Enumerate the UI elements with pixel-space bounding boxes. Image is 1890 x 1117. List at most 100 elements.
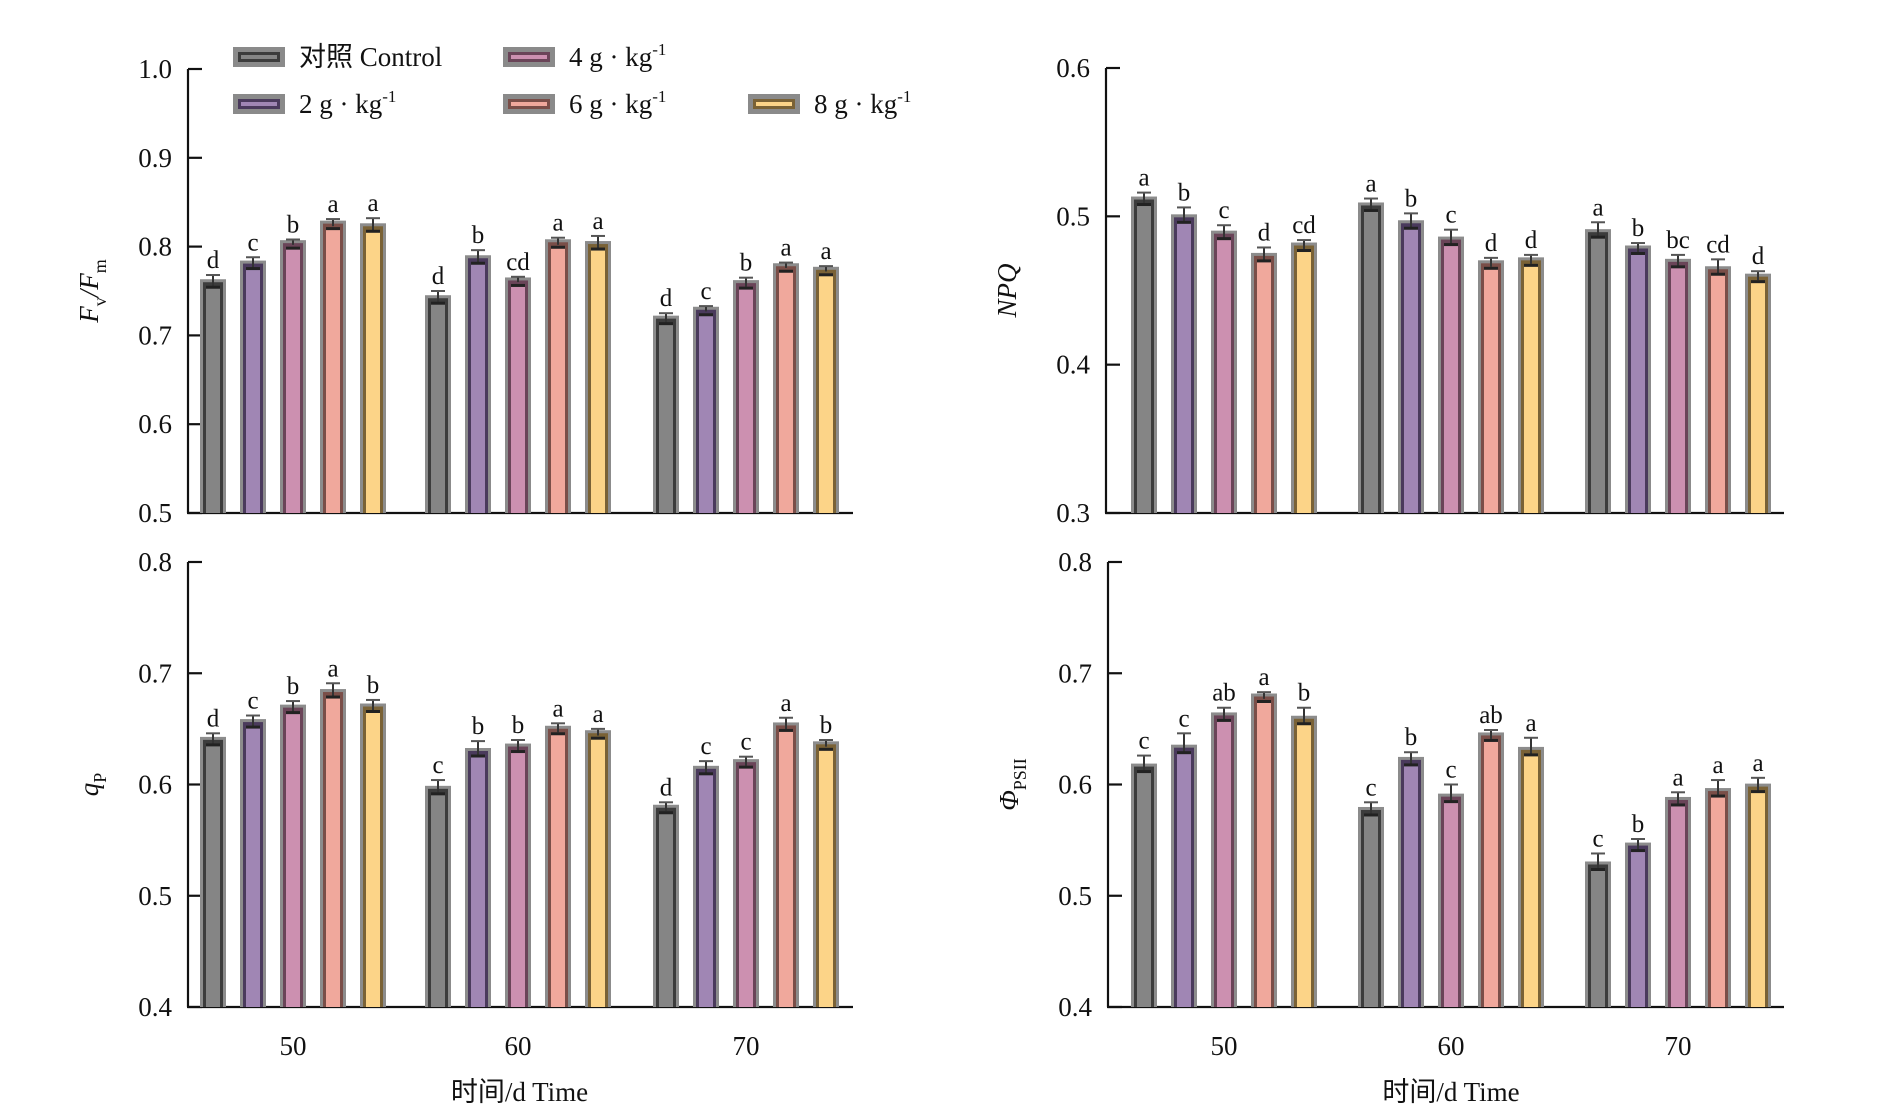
bar-fill (699, 772, 713, 1007)
bar: b (465, 713, 491, 1007)
bar: c (240, 229, 266, 513)
bar: a (320, 191, 346, 513)
bar: c (1585, 825, 1611, 1007)
y-tick-label: 0.5 (1058, 881, 1092, 911)
bar-fill (206, 286, 220, 513)
bar-fill (779, 270, 793, 513)
y-axis-title: Fv/Fm (74, 259, 110, 324)
x-tick-label: 60 (1438, 1031, 1465, 1061)
y-axis-title-main: q (74, 783, 104, 797)
bar: cd (1291, 212, 1317, 513)
x-tick-label: 70 (1665, 1031, 1692, 1061)
significance-letter: a (1258, 664, 1269, 691)
significance-letter: ab (1479, 702, 1503, 729)
bar-fill (1671, 803, 1685, 1007)
significance-letter: c (432, 752, 443, 779)
bar-fill (366, 710, 380, 1007)
bar-fill (659, 322, 673, 513)
significance-letter: c (247, 688, 258, 715)
bar: d (1251, 219, 1277, 513)
bar-fill (551, 732, 565, 1007)
significance-letter: d (1525, 227, 1538, 254)
legend-swatch-fill (241, 102, 277, 106)
bar: b (1291, 680, 1317, 1007)
significance-letter: d (660, 285, 673, 312)
bar: a (1518, 710, 1544, 1007)
significance-letter: c (1138, 728, 1149, 755)
bar-fill (779, 729, 793, 1007)
significance-letter: a (592, 208, 603, 235)
bar-fill (431, 302, 445, 513)
bar: b (1398, 185, 1424, 513)
bar: cd (1705, 231, 1731, 513)
significance-letter: a (1712, 752, 1723, 779)
significance-letter: d (207, 247, 220, 274)
significance-letter: d (660, 774, 673, 801)
significance-letter: a (1592, 194, 1603, 221)
bar: a (1745, 750, 1771, 1007)
significance-letter: a (552, 695, 563, 722)
bar: a (1705, 752, 1731, 1007)
bar-fill (1524, 753, 1538, 1007)
y-axis-title-sub: v (90, 297, 110, 306)
bar: a (545, 695, 571, 1007)
y-tick-label: 0.9 (138, 143, 172, 173)
y-axis-title-sep: /F (74, 273, 104, 300)
legend-label: 6 g · kg-1 (569, 87, 666, 119)
bar-fill (511, 750, 525, 1007)
bar: a (773, 235, 799, 513)
bar: c (425, 752, 451, 1007)
significance-letter: b (1178, 179, 1191, 206)
bar: c (693, 733, 719, 1007)
bar-fill (246, 267, 260, 513)
significance-letter: b (1405, 185, 1418, 212)
legend-swatch-fill (756, 102, 792, 106)
bar-fill (1444, 243, 1458, 514)
legend-label: 对照 Control (299, 42, 442, 72)
significance-letter: c (700, 278, 711, 305)
significance-letter: b (820, 712, 833, 739)
significance-letter: cd (506, 249, 530, 276)
y-tick-label: 0.8 (138, 232, 172, 262)
bar: a (320, 655, 346, 1007)
y-tick-label: 0.4 (1058, 992, 1092, 1022)
significance-letter: c (740, 729, 751, 756)
bar-fill (659, 811, 673, 1007)
significance-letter: a (820, 238, 831, 265)
bar-fill (819, 273, 833, 513)
bar-fill (471, 262, 485, 513)
significance-letter: d (207, 705, 220, 732)
bar: a (585, 701, 611, 1007)
significance-letter: b (1632, 811, 1645, 838)
bar-fill (1444, 800, 1458, 1007)
y-tick-label: 0.5 (138, 498, 172, 528)
y-axis-title: ΦPSII (994, 758, 1030, 811)
bar-fill (1631, 252, 1645, 513)
bar: a (813, 238, 839, 513)
bar: a (1251, 664, 1277, 1007)
bar: c (733, 729, 759, 1007)
bar: c (1171, 705, 1197, 1007)
bar-fill (1711, 273, 1725, 513)
x-tick-label: 50 (1211, 1031, 1238, 1061)
bar: b (1625, 215, 1651, 513)
bar-fill (366, 230, 380, 513)
y-tick-label: 0.8 (1058, 547, 1092, 577)
significance-letter: b (472, 222, 485, 249)
bar: c (1438, 202, 1464, 514)
y-axis-title-sub: m (90, 259, 110, 273)
significance-letter: a (1672, 764, 1683, 791)
bar-fill (246, 726, 260, 1007)
bar: b (733, 250, 759, 513)
bar: ab (1478, 702, 1504, 1007)
bar-fill (1404, 227, 1418, 513)
significance-letter: a (367, 190, 378, 217)
bar-fill (1591, 236, 1605, 513)
bar: a (360, 190, 386, 513)
bar: b (465, 222, 491, 514)
bar: c (1211, 197, 1237, 513)
bar: d (1518, 227, 1544, 513)
y-axis-title-sub: PSII (1010, 758, 1030, 790)
